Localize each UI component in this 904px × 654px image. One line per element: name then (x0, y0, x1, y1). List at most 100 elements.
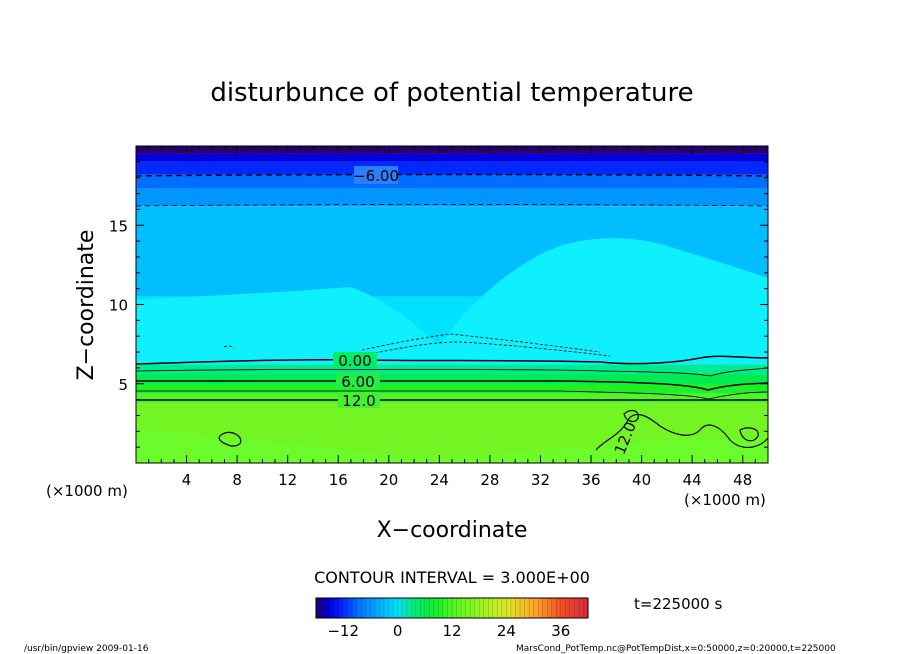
colorbar-swatch (569, 598, 575, 618)
colorbar-ticks: −12 0 12 24 36 (327, 622, 570, 640)
colorbar-swatch (347, 598, 353, 618)
x-tick-label: 16 (329, 471, 348, 489)
colorbar-swatch (510, 598, 516, 618)
colorbar-tick-label: 36 (551, 622, 570, 640)
x-tick-label: 24 (430, 471, 449, 489)
y-tick-label: 10 (109, 297, 128, 315)
colorbar-swatch (520, 598, 526, 618)
colorbar-swatch (374, 598, 380, 618)
colorbar-swatch (447, 598, 453, 618)
contour-label-6: 6.00 (341, 373, 374, 391)
colorbar-swatch (420, 598, 426, 618)
colorbar (315, 598, 589, 618)
colorbar-swatch (474, 598, 480, 618)
dashed-noise-cluster (223, 333, 611, 357)
x-tick-label: 48 (733, 471, 752, 489)
colorbar-swatch (424, 598, 430, 618)
colorbar-tick-label: 12 (442, 622, 461, 640)
colorbar-swatch (542, 598, 548, 618)
colorbar-tick-label: −12 (327, 622, 359, 640)
colorbar-swatch (429, 598, 435, 618)
x-axis-label: X−coordinate (377, 518, 528, 543)
contour-line-6 (136, 379, 768, 391)
colorbar-swatch (411, 598, 417, 618)
colorbar-swatch (320, 598, 326, 618)
colorbar-swatch (329, 598, 335, 618)
contour-blob-right (623, 409, 639, 423)
x-tick-label: 20 (379, 471, 398, 489)
colorbar-swatch (365, 598, 371, 618)
colorbar-swatch (560, 598, 566, 618)
contour-wiggle-right (595, 413, 768, 451)
colorbar-swatch (338, 598, 344, 618)
colorbar-swatch (556, 598, 562, 618)
colorbar-swatch (470, 598, 476, 618)
x-tick-label: 32 (531, 471, 550, 489)
colorbar-swatch (465, 598, 471, 618)
colorbar-swatch (524, 598, 530, 618)
colorbar-swatch (433, 598, 439, 618)
colorbar-swatch (361, 598, 367, 618)
colorbar-frame (315, 597, 589, 619)
colorbar-swatch (343, 598, 349, 618)
x-tick-label: 4 (182, 471, 192, 489)
fill-band-lower (136, 383, 768, 394)
colorbar-swatch (578, 598, 584, 618)
colorbar-swatch (488, 598, 494, 618)
x-axis: 4 8 12 16 20 24 28 32 36 40 44 48 (148, 146, 756, 489)
colorbar-swatch (325, 598, 331, 618)
colorbar-swatch (370, 598, 376, 618)
fill-band (136, 188, 768, 207)
colorbar-swatch (352, 598, 358, 618)
colorbar-swatch (538, 598, 544, 618)
colorbar-swatch (356, 598, 362, 618)
lower-light-green-area (136, 430, 768, 463)
colorbar-swatch (402, 598, 408, 618)
colorbar-swatch (574, 598, 580, 618)
x-tick-label: 8 (232, 471, 242, 489)
plot-area (136, 146, 768, 463)
contour-line-neg3 (136, 204, 768, 207)
colorbar-swatch (515, 598, 521, 618)
colorbar-swatch (506, 598, 512, 618)
contour-label-12: 12.0 (342, 392, 375, 410)
fill-band (136, 153, 768, 162)
contour-blob-right-2 (739, 427, 759, 442)
contour-interval-text: CONTOUR INTERVAL = 3.000E+00 (314, 568, 590, 587)
colorbar-tick-label: 0 (393, 622, 403, 640)
x-tick-label: 28 (480, 471, 499, 489)
colorbar-swatch (483, 598, 489, 618)
contour-line-0 (136, 355, 768, 365)
colorbar-swatch (316, 598, 322, 618)
contour-line-neg6 (136, 173, 768, 177)
colorbar-swatch (397, 598, 403, 618)
colorbar-swatch (452, 598, 458, 618)
colorbar-swatch (442, 598, 448, 618)
colorbar-swatch (501, 598, 507, 618)
chart-title: disturbunce of potential temperature (210, 78, 693, 108)
y-axis: 5 10 15 (109, 161, 768, 448)
colorbar-swatch (492, 598, 498, 618)
colorbar-swatch (565, 598, 571, 618)
colorbar-swatch (551, 598, 557, 618)
footer-left: /usr/bin/gpview 2009-01-16 (24, 644, 149, 654)
fill-band (136, 161, 768, 175)
x-tick-label: 40 (632, 471, 651, 489)
time-text: t=225000 s (634, 595, 722, 613)
colorbar-swatch (388, 598, 394, 618)
fill-band-lower (136, 393, 768, 403)
colorbar-swatch (461, 598, 467, 618)
colorbar-swatch (393, 598, 399, 618)
x-tick-label: 36 (581, 471, 600, 489)
colorbar-swatch (456, 598, 462, 618)
y-tick-label: 15 (109, 217, 128, 235)
colorbar-swatch (438, 598, 444, 618)
contour-line-3 (136, 367, 768, 377)
x-tick-label: 44 (683, 471, 702, 489)
colorbar-swatch (384, 598, 390, 618)
fill-band (136, 174, 768, 189)
colorbar-swatch (379, 598, 385, 618)
colorbar-swatch (547, 598, 553, 618)
x-tick-label: 12 (278, 471, 297, 489)
x-unit-right: (×1000 m) (684, 491, 766, 509)
